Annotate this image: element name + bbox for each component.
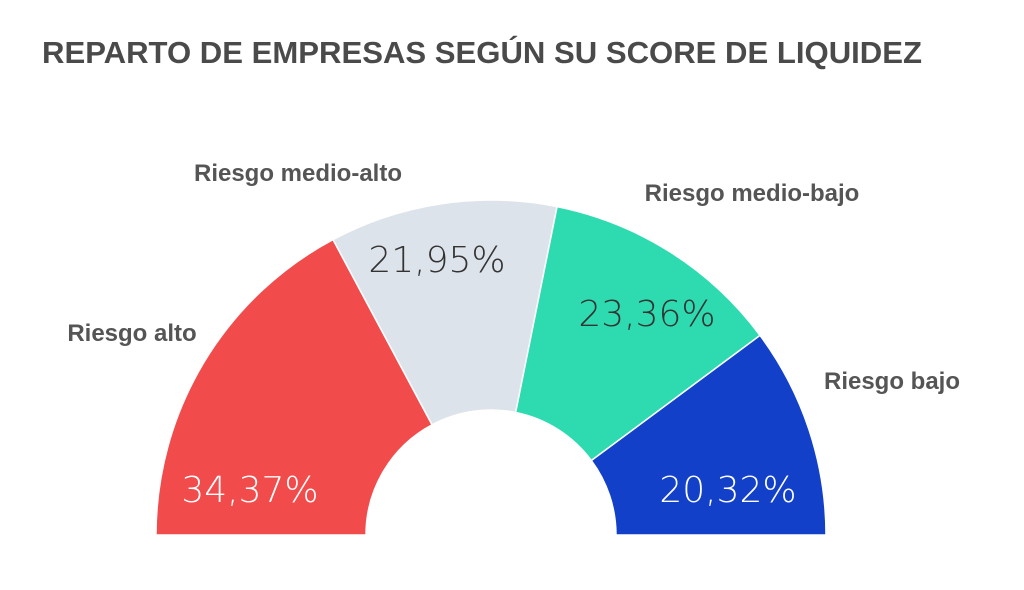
category-label: Riesgo medio-bajo — [645, 180, 860, 207]
value-label: 20,32% — [659, 470, 796, 511]
value-label: 21,95% — [368, 240, 505, 281]
slice-riesgo-medio-bajo — [514, 205, 762, 462]
value-label: 34,37% — [181, 470, 318, 511]
value-label: 23,36% — [578, 294, 715, 335]
slice-riesgo-bajo — [590, 334, 827, 536]
slice-riesgo-medio-alto — [332, 199, 558, 426]
slices — [155, 199, 827, 536]
chart-title: REPARTO DE EMPRESAS SEGÚN SU SCORE DE LI… — [42, 34, 922, 70]
category-label: Riesgo alto — [67, 320, 196, 347]
category-label: Riesgo medio-alto — [194, 160, 402, 187]
category-label: Riesgo bajo — [824, 368, 960, 395]
slice-riesgo-alto — [155, 238, 434, 536]
labels: 34,37% Riesgo alto 21,95% Riesgo medio-alto… — [67, 160, 960, 511]
